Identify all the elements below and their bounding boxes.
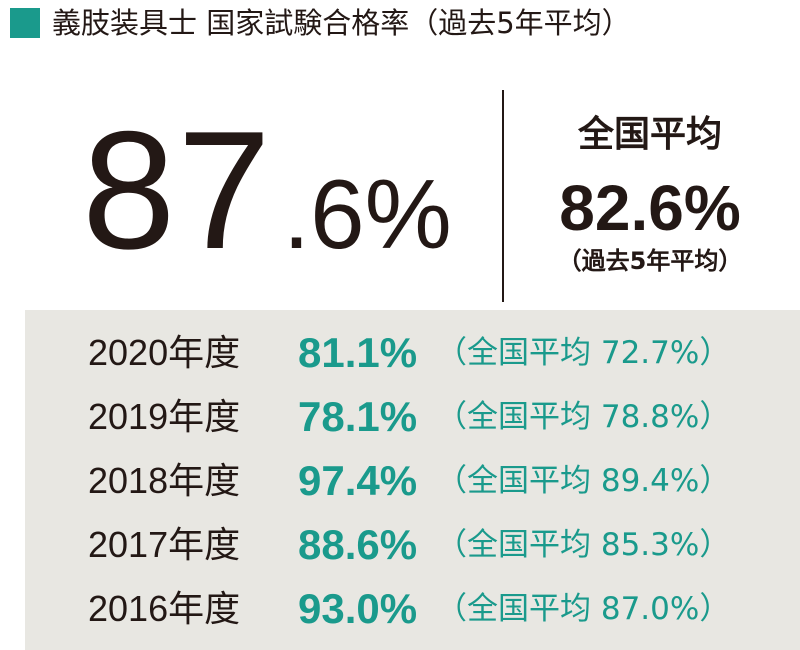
row-national: （全国平均 72.7%） [436, 335, 731, 371]
title: 義肢装具士 国家試験合格率（過去5年平均） [52, 6, 631, 40]
row-year: 2017年度 [88, 524, 241, 565]
row-rate: 93.0% [298, 585, 418, 632]
row-rate: 97.4% [298, 457, 418, 504]
national-note: （過去5年平均） [557, 247, 743, 275]
table-row: 2018年度 97.4% （全国平均 89.4%） [0, 449, 800, 513]
divider [502, 90, 504, 302]
table-row: 2019年度 78.1% （全国平均 78.8%） [0, 385, 800, 449]
national-rate: 82.6% [559, 172, 741, 244]
main-rate-int: 87 [82, 96, 273, 284]
row-national: （全国平均 85.3%） [436, 527, 731, 563]
row-rate: 81.1% [298, 329, 418, 376]
row-national: （全国平均 78.8%） [436, 399, 731, 435]
national-label: 全国平均 [577, 114, 722, 155]
row-national: （全国平均 87.0%） [436, 591, 731, 627]
main-rate-dec: .6% [282, 159, 452, 269]
table-row: 2017年度 88.6% （全国平均 85.3%） [0, 513, 800, 577]
main-rate: 87.6% [82, 90, 452, 344]
table-row: 2020年度 81.1% （全国平均 72.7%） [0, 321, 800, 385]
row-rate: 78.1% [298, 393, 418, 440]
title-marker [10, 8, 40, 38]
row-year: 2016年度 [88, 588, 241, 629]
row-rate: 88.6% [298, 521, 418, 568]
row-year: 2018年度 [88, 460, 241, 501]
table-box [25, 310, 800, 650]
row-national: （全国平均 89.4%） [436, 463, 731, 499]
table-row: 2016年度 93.0% （全国平均 87.0%） [0, 577, 800, 641]
row-year: 2020年度 [88, 332, 241, 373]
row-year: 2019年度 [88, 396, 241, 437]
